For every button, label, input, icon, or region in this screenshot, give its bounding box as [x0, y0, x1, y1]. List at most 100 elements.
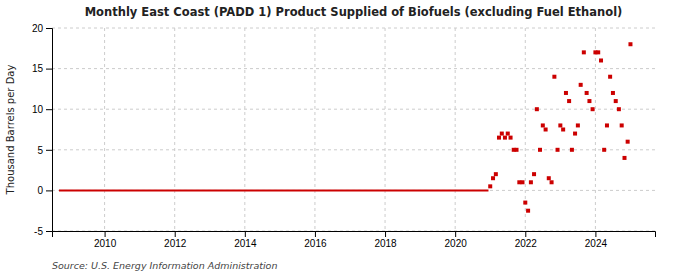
point [596, 50, 600, 54]
x-tick-label: 2010 [94, 238, 117, 249]
point [602, 148, 606, 152]
point [622, 156, 626, 160]
point [532, 172, 536, 176]
x-grid-line [174, 28, 175, 231]
y-tick-mark [46, 69, 52, 70]
point [491, 176, 495, 180]
point [614, 99, 618, 103]
point [488, 184, 492, 188]
point [582, 50, 586, 54]
point [552, 75, 556, 79]
point [544, 128, 548, 132]
x-tick-mark [175, 231, 176, 237]
x-tick-label: 2024 [585, 238, 608, 249]
x-tick-label: 2022 [515, 238, 538, 249]
point [538, 148, 542, 152]
point [561, 128, 565, 132]
x-tick-mark [315, 231, 316, 237]
point [520, 180, 524, 184]
point [550, 180, 554, 184]
y-tick-label: 10 [32, 104, 44, 115]
x-tick-mark [245, 231, 246, 237]
x-tick: 2010 [94, 231, 117, 249]
y-tick-mark [46, 28, 52, 29]
point [558, 123, 562, 127]
x-grid-line [244, 28, 245, 231]
point [497, 136, 501, 140]
x-grid-line [314, 28, 315, 231]
point [503, 136, 507, 140]
y-tick-label: 20 [32, 23, 44, 34]
y-grid-line [52, 28, 655, 29]
point [509, 136, 513, 140]
x-tick-mark [385, 231, 386, 237]
point [573, 132, 577, 136]
y-tick-label: 0 [37, 185, 43, 196]
x-tick-label: 2012 [164, 238, 187, 249]
y-tick: -5 [34, 226, 52, 237]
x-tick-mark [525, 231, 526, 237]
y-tick-mark [46, 190, 52, 191]
x-grid-line [385, 28, 386, 231]
point [591, 107, 595, 111]
x-grid-line [455, 28, 456, 231]
point [526, 209, 530, 213]
grid [52, 28, 655, 231]
line [59, 189, 488, 191]
point [535, 107, 539, 111]
y-tick: 20 [32, 23, 52, 34]
point [626, 140, 630, 144]
y-tick: 10 [32, 104, 52, 115]
marks [59, 42, 632, 212]
x-grid-line [104, 28, 105, 231]
x-tick-label: 2018 [374, 238, 397, 249]
x-tick-mark [595, 231, 596, 237]
point [587, 99, 591, 103]
point [579, 83, 583, 87]
annotation: Source: U.S. Energy Information Administ… [52, 260, 277, 271]
point [494, 172, 498, 176]
point [620, 123, 624, 127]
x-axis-line [53, 232, 656, 238]
x-tick: 2020 [445, 231, 468, 249]
y-tick: 5 [37, 145, 52, 156]
x-tick-mark [105, 231, 106, 237]
x-tick-mark [455, 231, 456, 237]
x-grid-line [595, 28, 596, 231]
y-tick-label: 5 [37, 145, 43, 156]
x-tick: 2018 [374, 231, 397, 249]
title: Monthly East Coast (PADD 1) Product Supp… [85, 5, 623, 19]
y-axis: -5 0 5 10 15 20 [32, 23, 53, 237]
x-tick-label: 2016 [304, 238, 327, 249]
point [541, 123, 545, 127]
x-tick-label: 2014 [234, 238, 257, 249]
point [500, 132, 504, 136]
y-tick-label: -5 [34, 226, 43, 237]
point [599, 58, 603, 62]
y-axis-line [46, 29, 53, 232]
y-tick-mark [46, 231, 52, 232]
y-tick: 0 [37, 185, 52, 196]
point [564, 91, 568, 95]
y-axis-title: Thousand Barrels per Day [5, 65, 16, 196]
point [523, 201, 527, 205]
x-grid-line [525, 28, 526, 231]
point [608, 75, 612, 79]
point [617, 107, 621, 111]
y-tick-label: 15 [32, 63, 44, 74]
y-grid-line [52, 149, 655, 150]
x-tick: 2022 [515, 231, 538, 249]
point [506, 132, 510, 136]
x-tick: 2024 [585, 231, 608, 249]
point [515, 148, 519, 152]
point [585, 91, 589, 95]
chart: 2010 2012 2014 2016 2018 2020 2022 2024 -5 0 5 10 15… [0, 0, 675, 275]
x-tick: 2012 [164, 231, 187, 249]
point [567, 99, 571, 103]
y-tick-mark [46, 109, 52, 110]
y-tick-mark [46, 150, 52, 151]
y-tick: 15 [32, 63, 52, 74]
x-axis: 2010 2012 2014 2016 2018 2020 2022 2024 [53, 231, 656, 249]
point [570, 148, 574, 152]
point [611, 91, 615, 95]
